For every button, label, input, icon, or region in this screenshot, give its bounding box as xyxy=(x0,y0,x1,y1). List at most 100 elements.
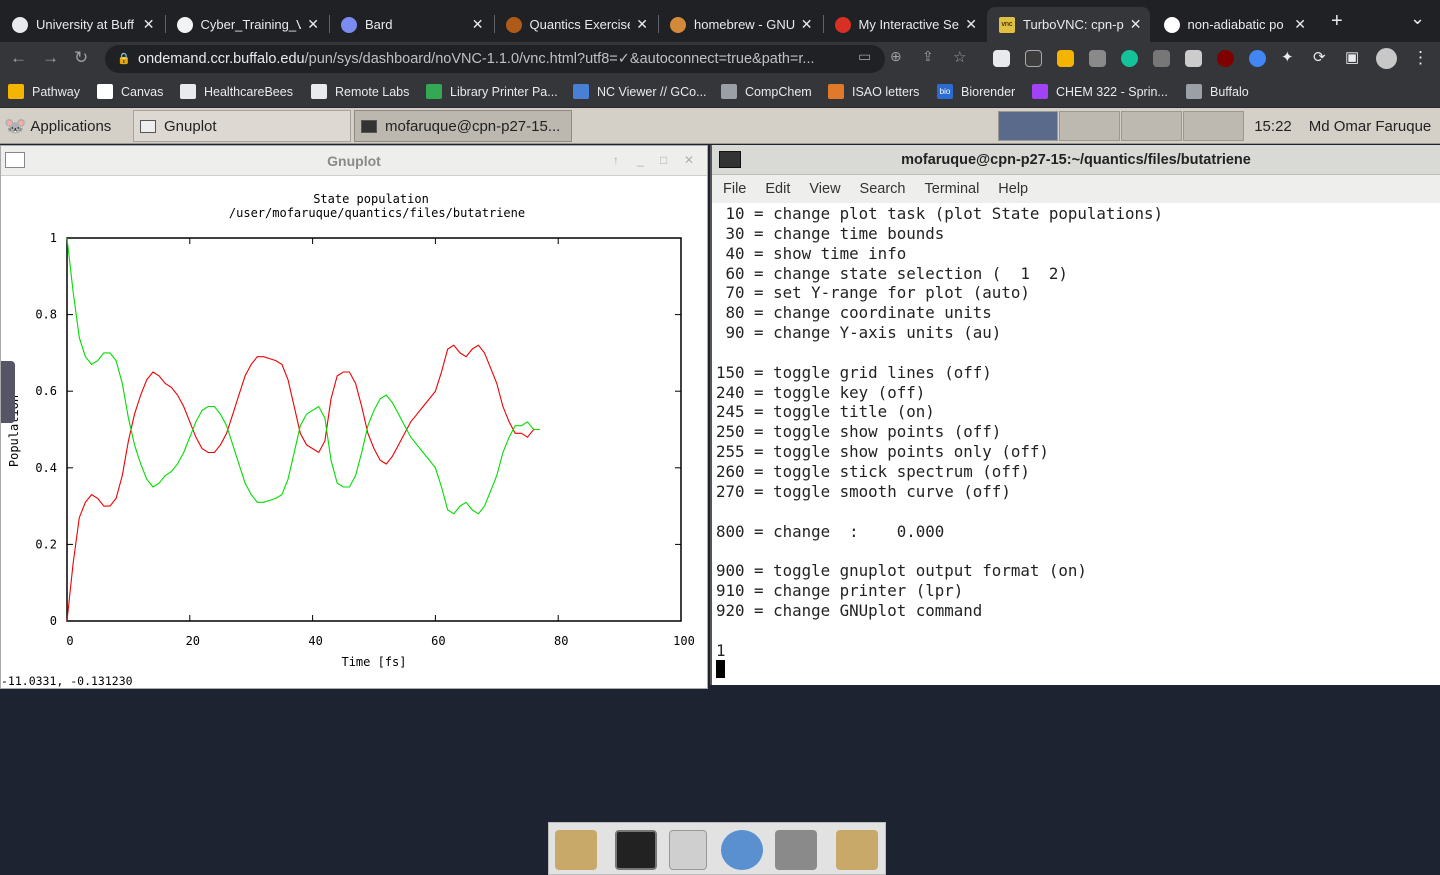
tab-5[interactable]: homebrew - GNU ✕ xyxy=(658,7,821,42)
extension-blue-icon[interactable] xyxy=(1249,50,1266,67)
bookmark-label: Remote Labs xyxy=(335,84,410,99)
terminal-menu-view[interactable]: View xyxy=(809,181,841,197)
bookmark-label: Biorender xyxy=(961,84,1016,99)
close-tab-icon[interactable]: ✕ xyxy=(1129,16,1142,32)
y-tick-label: 0.4 xyxy=(35,461,57,475)
address-bar[interactable]: 🔒 ondemand.ccr.buffalo.edu/pun/sys/dashbo… xyxy=(105,45,885,73)
globe-icon[interactable] xyxy=(721,830,763,870)
terminal-menu-terminal[interactable]: Terminal xyxy=(924,181,980,197)
bookmark-item[interactable]: Library Printer Pa... xyxy=(426,84,558,99)
taskbar-item-gnuplot[interactable]: Gnuplot xyxy=(133,110,351,142)
workspace-1[interactable] xyxy=(998,111,1058,141)
tab-2[interactable]: Cyber_Training_V ✕ xyxy=(165,7,328,42)
reload-icon[interactable]: ↻ xyxy=(74,48,89,67)
bookmark-item[interactable]: Buffalo xyxy=(1186,84,1249,99)
terminal-output[interactable]: 10 = change plot task (plot State popula… xyxy=(716,204,1163,680)
bookmark-item[interactable]: CompChem xyxy=(721,84,812,99)
bookmark-icon xyxy=(97,84,113,99)
tab-7[interactable]: vnc TurboVNC: cpn-p ✕ xyxy=(987,7,1150,42)
terminal-icon[interactable] xyxy=(615,830,657,870)
workspace-4[interactable] xyxy=(1183,111,1244,141)
close-tab-icon[interactable]: ✕ xyxy=(965,16,977,32)
bookmark-star-icon[interactable]: ☆ xyxy=(953,49,967,66)
terminal-menu-file[interactable]: File xyxy=(723,181,747,197)
side-panel-icon[interactable]: ▣ xyxy=(1345,49,1360,66)
extension-sd-icon[interactable] xyxy=(1089,50,1106,67)
tab-label: homebrew - GNU xyxy=(694,17,795,32)
bookmark-item[interactable]: bio Biorender xyxy=(937,84,1015,99)
extensions-puzzle-icon[interactable]: ✦ xyxy=(1281,49,1294,66)
tab-3[interactable]: Bard ✕ xyxy=(329,7,492,42)
bookmark-icon xyxy=(1032,84,1048,99)
extension-pen-icon[interactable] xyxy=(1153,50,1170,67)
applications-menu[interactable]: 🐭 Applications xyxy=(4,115,112,136)
print-icon[interactable] xyxy=(1185,50,1202,67)
zoom-icon[interactable]: ⊕ xyxy=(890,48,902,64)
bookmark-label: Canvas xyxy=(121,84,164,99)
gnuplot-titlebar[interactable]: Gnuplot ↑ _ □ ✕ xyxy=(1,146,707,176)
refresh-extension-icon[interactable]: ⟳ xyxy=(1313,49,1326,66)
gnuplot-window-menu-icon[interactable] xyxy=(5,152,25,168)
tab-list-icon[interactable]: ⌄ xyxy=(1410,8,1426,28)
x-tick-label: 60 xyxy=(431,634,445,648)
bookmark-item[interactable]: NC Viewer // GCo... xyxy=(573,84,707,99)
close-tab-icon[interactable]: ✕ xyxy=(1294,16,1306,32)
close-tab-icon[interactable]: ✕ xyxy=(636,16,648,32)
close-tab-icon[interactable]: ✕ xyxy=(142,16,155,32)
shade-icon[interactable]: ↑ xyxy=(613,153,619,167)
bookmark-item[interactable]: ISAO letters xyxy=(828,84,919,99)
close-tab-icon[interactable]: ✕ xyxy=(307,16,319,32)
browser-toolbar: ← → ↻ 🔒 ondemand.ccr.buffalo.edu/pun/sys/… xyxy=(0,42,1440,76)
vnc-sidebar-handle[interactable] xyxy=(1,361,15,423)
extension-doc-icon[interactable] xyxy=(993,50,1010,67)
extension-keep-icon[interactable] xyxy=(1057,50,1074,67)
bookmark-item[interactable]: Pathway xyxy=(8,84,80,99)
tab-favicon-icon: vnc xyxy=(999,16,1015,33)
tab-1[interactable]: University at Buff ✕ xyxy=(0,7,163,42)
tab-6[interactable]: My Interactive Se ✕ xyxy=(823,7,986,42)
tab-favicon-icon xyxy=(176,16,193,33)
new-tab-icon[interactable]: + xyxy=(1331,10,1343,32)
close-tab-icon[interactable]: ✕ xyxy=(800,16,813,32)
terminal-menu-help[interactable]: Help xyxy=(998,181,1029,197)
tab-label: TurboVNC: cpn-p xyxy=(1023,17,1124,32)
terminal-window-menu-icon[interactable] xyxy=(719,151,741,168)
tab-search-icon[interactable]: ▭ xyxy=(858,48,872,64)
tab-4[interactable]: Quantics Exercise ✕ xyxy=(494,7,657,42)
browser-menu-icon[interactable]: ⋮ xyxy=(1412,48,1429,67)
terminal-window-icon xyxy=(361,119,377,133)
ublock-icon[interactable] xyxy=(1217,50,1234,67)
terminal-titlebar[interactable]: mofaruque@cpn-p27-15:~/quantics/files/bu… xyxy=(712,145,1440,175)
bookmark-icon xyxy=(573,84,589,99)
maximize-icon[interactable]: □ xyxy=(660,153,668,167)
grammarly-icon[interactable] xyxy=(1121,50,1138,67)
workspace-3[interactable] xyxy=(1121,111,1182,141)
x-tick-label: 100 xyxy=(673,634,695,648)
back-icon[interactable]: ← xyxy=(10,48,27,67)
profile-avatar[interactable] xyxy=(1376,48,1397,69)
cabinet-icon[interactable] xyxy=(669,830,707,870)
x-tick-label: 80 xyxy=(554,634,568,648)
tab-separator xyxy=(822,15,824,33)
folder-icon[interactable] xyxy=(555,830,597,870)
tab-8[interactable]: non-adiabatic po ✕ xyxy=(1152,7,1315,42)
bookmark-item[interactable]: Remote Labs xyxy=(311,84,409,99)
close-icon[interactable]: ✕ xyxy=(684,153,695,167)
bookmark-item[interactable]: Canvas xyxy=(97,84,163,99)
extension-anchor-icon[interactable] xyxy=(1025,50,1042,67)
bookmark-item[interactable]: HealthcareBees xyxy=(180,84,293,99)
forward-icon[interactable]: → xyxy=(42,48,59,67)
close-tab-icon[interactable]: ✕ xyxy=(471,16,484,32)
share-icon[interactable]: ⇪ xyxy=(922,48,934,64)
terminal-menu-edit[interactable]: Edit xyxy=(765,181,791,197)
taskbar-item-terminal[interactable]: mofaruque@cpn-p27-15... xyxy=(354,110,572,142)
user-menu[interactable]: Md Omar Faruque xyxy=(1308,117,1432,135)
minimize-icon[interactable]: _ xyxy=(637,153,644,167)
workspace-2[interactable] xyxy=(1059,111,1120,141)
bookmark-icon xyxy=(721,84,737,99)
bookmark-item[interactable]: CHEM 322 - Sprin... xyxy=(1032,84,1168,99)
terminal-menu-search[interactable]: Search xyxy=(859,181,906,197)
terminal-cursor xyxy=(716,660,725,679)
folder2-icon[interactable] xyxy=(836,830,878,870)
drive-icon[interactable] xyxy=(775,830,817,870)
